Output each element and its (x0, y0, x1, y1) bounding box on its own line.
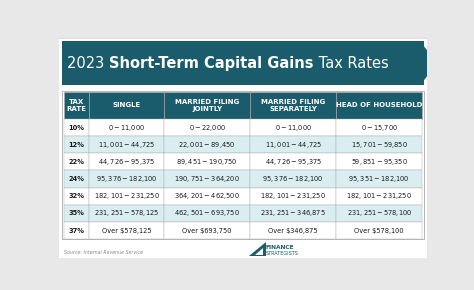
Text: $15,701  -  $59,850: $15,701 - $59,850 (351, 140, 408, 150)
Bar (336, 205, 422, 222)
Text: $364,201  -  $462,500: $364,201 - $462,500 (174, 191, 240, 201)
Bar (64, 188, 89, 205)
Bar (89, 171, 164, 188)
Polygon shape (420, 41, 437, 85)
Text: $231,251  -  $578,125: $231,251 - $578,125 (94, 209, 159, 218)
Text: $44,726  -  $95,375: $44,726 - $95,375 (98, 157, 155, 167)
Text: $462,501  -  $693,750: $462,501 - $693,750 (174, 209, 240, 218)
Bar (89, 222, 164, 239)
Text: $95,351  -  $182,100: $95,351 - $182,100 (348, 174, 410, 184)
Text: 12%: 12% (68, 142, 84, 148)
Bar (250, 92, 336, 119)
Text: 24%: 24% (68, 176, 84, 182)
Bar (250, 153, 336, 171)
Bar (336, 136, 422, 153)
Text: $0  -  $11,000: $0 - $11,000 (108, 123, 145, 133)
Bar (164, 205, 250, 222)
Bar (250, 119, 336, 136)
Bar (89, 205, 164, 222)
Polygon shape (249, 242, 266, 256)
Bar (336, 92, 422, 119)
Text: $190,751  -  $364,200: $190,751 - $364,200 (174, 174, 240, 184)
Text: $231,251  -  $578,100: $231,251 - $578,100 (346, 209, 412, 218)
Text: 35%: 35% (68, 210, 84, 216)
Text: FINANCE: FINANCE (266, 245, 294, 250)
Text: $95,376  -  $182,100: $95,376 - $182,100 (96, 174, 157, 184)
Text: $44,726  -  $95,375: $44,726 - $95,375 (264, 157, 322, 167)
Bar (250, 171, 336, 188)
Text: 22%: 22% (68, 159, 84, 165)
Bar (164, 153, 250, 171)
Polygon shape (255, 248, 263, 255)
Bar (336, 153, 422, 171)
Text: MARRIED FILING
JOINTLY: MARRIED FILING JOINTLY (175, 99, 239, 112)
Text: $95,376  -  $182,100: $95,376 - $182,100 (262, 174, 324, 184)
Text: 2023: 2023 (67, 56, 109, 71)
FancyBboxPatch shape (56, 38, 429, 259)
Text: MARRIED FILING
SEPARATELY: MARRIED FILING SEPARATELY (261, 99, 325, 112)
Bar (164, 188, 250, 205)
Text: Short-Term Capital Gains: Short-Term Capital Gains (109, 56, 314, 71)
Text: $0  -  $11,000: $0 - $11,000 (274, 123, 311, 133)
Bar (62, 91, 424, 239)
Bar (64, 222, 89, 239)
Bar (64, 205, 89, 222)
Text: $11,001  -  $44,725: $11,001 - $44,725 (98, 140, 155, 150)
Bar (250, 188, 336, 205)
Bar (89, 136, 164, 153)
Text: $231,251  -  $346,875: $231,251 - $346,875 (260, 209, 326, 218)
Text: $0  -  $15,700: $0 - $15,700 (361, 123, 398, 133)
Text: $22,001  -  $89,450: $22,001 - $89,450 (178, 140, 236, 150)
Text: $182,101  -  $231,250: $182,101 - $231,250 (93, 191, 159, 201)
Text: TAX
RATE: TAX RATE (66, 99, 86, 112)
Bar (164, 136, 250, 153)
Bar (89, 153, 164, 171)
Bar (64, 171, 89, 188)
Bar (250, 136, 336, 153)
Text: Over $693,750: Over $693,750 (182, 228, 232, 233)
Text: HEAD OF HOUSEHOLD: HEAD OF HOUSEHOLD (336, 102, 422, 108)
Bar (62, 41, 424, 85)
Text: SINGLE: SINGLE (112, 102, 140, 108)
Bar (250, 222, 336, 239)
Bar (336, 171, 422, 188)
Bar (336, 222, 422, 239)
Text: STRATEGISTS: STRATEGISTS (266, 251, 299, 256)
Bar (164, 92, 250, 119)
Text: Source: Internal Revenue Service: Source: Internal Revenue Service (64, 250, 143, 255)
Bar (64, 92, 89, 119)
Text: $11,001  -  $44,725: $11,001 - $44,725 (264, 140, 322, 150)
Text: $0  -  $22,000: $0 - $22,000 (189, 123, 226, 133)
Bar (164, 222, 250, 239)
Text: $182,101  -  $231,250: $182,101 - $231,250 (260, 191, 326, 201)
Text: 10%: 10% (68, 125, 84, 130)
Bar (89, 92, 164, 119)
Bar (336, 119, 422, 136)
Bar (250, 205, 336, 222)
Text: 37%: 37% (68, 228, 84, 233)
Text: $182,101  -  $231,250: $182,101 - $231,250 (346, 191, 412, 201)
Text: Over $346,875: Over $346,875 (268, 228, 318, 233)
Bar (64, 153, 89, 171)
Text: 32%: 32% (68, 193, 84, 199)
Bar (336, 188, 422, 205)
Text: $89,451  -  $190,750: $89,451 - $190,750 (176, 157, 238, 167)
Bar (64, 119, 89, 136)
Bar (89, 188, 164, 205)
Bar (164, 119, 250, 136)
Text: Over $578,125: Over $578,125 (101, 228, 151, 233)
Text: Tax Rates: Tax Rates (314, 56, 389, 71)
Bar (164, 171, 250, 188)
Text: $59,851  -  $95,350: $59,851 - $95,350 (351, 157, 408, 167)
Bar (64, 136, 89, 153)
Text: Over $578,100: Over $578,100 (355, 228, 404, 233)
Bar (89, 119, 164, 136)
